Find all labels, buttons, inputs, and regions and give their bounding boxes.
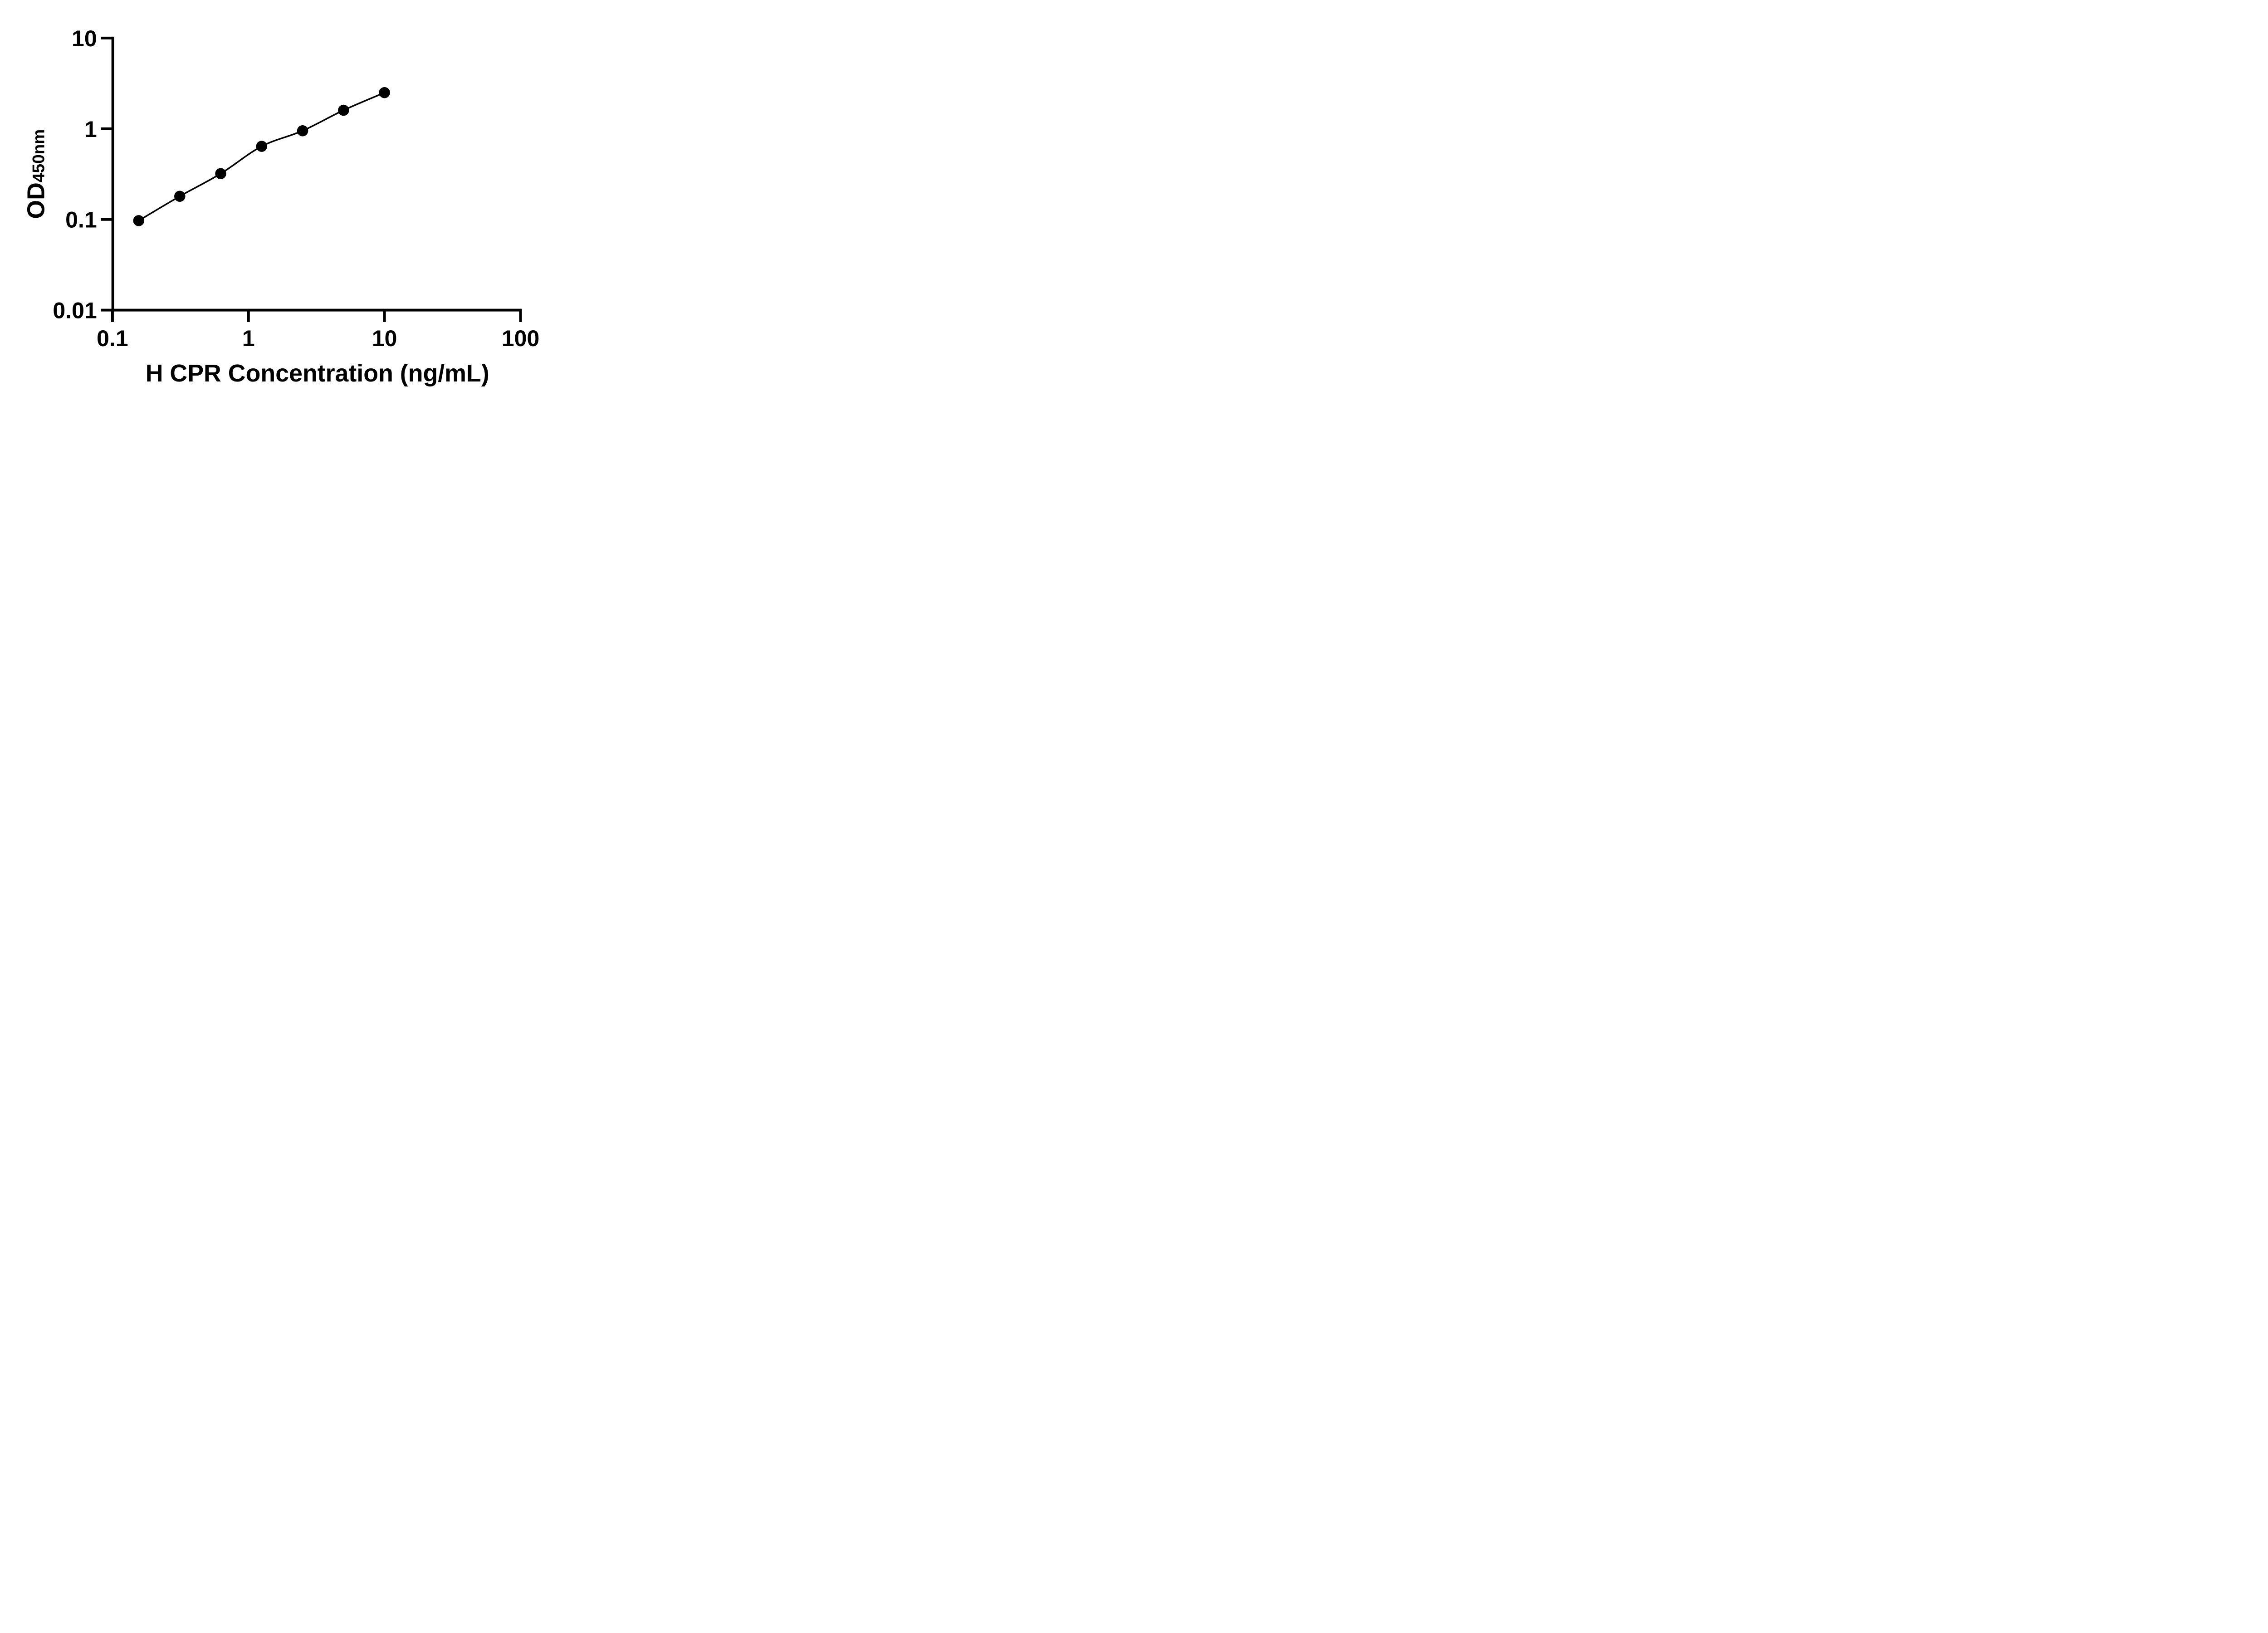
y-tick-label-1: 1 — [84, 117, 97, 142]
y-axis-title-subscript: 450nm — [29, 129, 48, 182]
x-tick-labels: 0.1 1 10 100 — [97, 326, 539, 351]
data-point — [133, 215, 145, 226]
x-tick-label-100: 100 — [502, 326, 539, 351]
elisa-standard-curve-figure: 10 1 0.1 0.01 0.1 1 10 100 H CPR Concent… — [0, 0, 583, 408]
x-tick-label-10: 10 — [372, 326, 397, 351]
y-tick-label-0_01: 0.01 — [53, 298, 97, 323]
data-point — [338, 104, 349, 116]
x-tick-label-1: 1 — [242, 326, 255, 351]
y-axis-title: OD450nm — [23, 129, 50, 219]
data-point — [174, 191, 186, 202]
data-series — [133, 87, 390, 226]
y-tick-labels: 10 1 0.1 0.01 — [53, 26, 97, 323]
y-axis-title-main: OD — [23, 182, 50, 219]
data-point — [379, 87, 390, 98]
data-point — [256, 141, 268, 152]
x-tick-label-0_1: 0.1 — [97, 326, 128, 351]
data-point — [215, 168, 226, 179]
data-point — [297, 125, 308, 137]
y-tick-label-10: 10 — [72, 26, 97, 51]
chart-svg: 10 1 0.1 0.01 0.1 1 10 100 H CPR Concent… — [23, 26, 540, 387]
axes — [101, 36, 522, 322]
y-tick-label-0_1: 0.1 — [65, 207, 97, 233]
x-axis-title: H CPR Concentration (ng/mL) — [146, 360, 489, 387]
